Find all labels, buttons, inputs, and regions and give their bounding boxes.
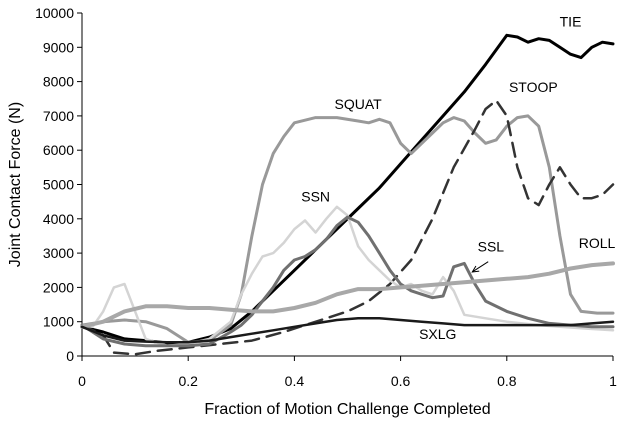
axis-ticks: 0100020003000400050006000700080009000100… bbox=[35, 5, 617, 389]
x-tick-label: 0.2 bbox=[178, 373, 198, 389]
y-tick-label: 9000 bbox=[43, 39, 74, 55]
y-tick-label: 1000 bbox=[43, 314, 74, 330]
series-line-roll bbox=[80, 261, 615, 329]
x-tick-label: 0.6 bbox=[391, 373, 411, 389]
y-tick-label: 6000 bbox=[43, 142, 74, 158]
series-lines bbox=[80, 33, 615, 356]
y-tick-label: 10000 bbox=[35, 5, 74, 21]
series-label-roll: ROLL bbox=[579, 235, 616, 251]
x-tick-label: 0.8 bbox=[497, 373, 517, 389]
y-tick-label: 7000 bbox=[43, 108, 74, 124]
series-label-squat: SQUAT bbox=[335, 96, 383, 112]
series-label-ssn: SSN bbox=[301, 189, 330, 205]
series-label-stoop: STOOP bbox=[509, 79, 558, 95]
x-tick-label: 0 bbox=[78, 373, 86, 389]
series-label-sxlg: SXLG bbox=[419, 326, 456, 342]
x-tick-label: 0.4 bbox=[285, 373, 305, 389]
y-tick-label: 3000 bbox=[43, 245, 74, 261]
y-tick-label: 8000 bbox=[43, 74, 74, 90]
series-line-sxlg bbox=[80, 317, 615, 344]
series-label-ssl: SSL bbox=[478, 238, 505, 254]
x-axis-title: Fraction of Motion Challenge Completed bbox=[204, 401, 490, 418]
y-tick-label: 2000 bbox=[43, 279, 74, 295]
series-label-tie: TIE bbox=[560, 14, 582, 30]
series-line-stoop bbox=[80, 99, 615, 356]
ssl-arrow-head bbox=[471, 265, 480, 273]
y-tick-label: 4000 bbox=[43, 211, 74, 227]
y-axis-title: Joint Contact Force (N) bbox=[7, 102, 24, 267]
series-labels: TIE SQUAT STOOP SSN SSL ROLL SXLG bbox=[301, 14, 615, 342]
x-tick-label: 1 bbox=[609, 373, 617, 389]
series-line-squat bbox=[80, 114, 615, 344]
y-tick-label: 5000 bbox=[43, 177, 74, 193]
ssl-arrow-line bbox=[472, 261, 489, 273]
y-tick-label: 0 bbox=[66, 348, 74, 364]
series-line-ssl bbox=[80, 215, 615, 348]
